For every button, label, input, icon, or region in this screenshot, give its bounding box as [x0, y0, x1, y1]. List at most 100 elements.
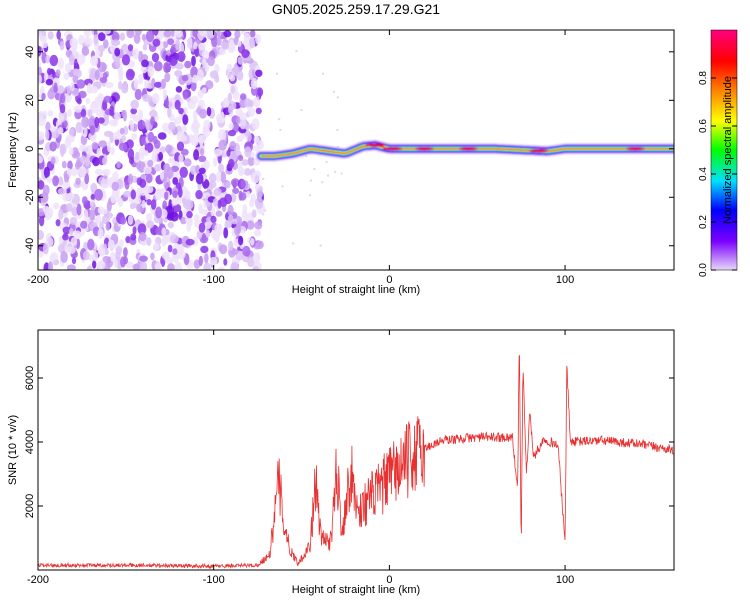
noise-speckle [44, 206, 54, 219]
noise-speckle [112, 131, 120, 140]
noise-speckle [55, 69, 61, 77]
noise-speckle [83, 125, 88, 138]
noise-speckle [216, 36, 222, 46]
noise-speckle [120, 256, 126, 268]
noise-speckle [130, 189, 136, 200]
noise-speckle [246, 190, 251, 198]
noise-speckle [41, 92, 46, 101]
noise-speckle [253, 136, 260, 144]
noise-speckle [247, 156, 255, 167]
noise-speckle [340, 172, 343, 175]
noise-speckle [195, 189, 203, 200]
noise-speckle [87, 109, 93, 118]
noise-speckle [167, 244, 173, 253]
noise-speckle [60, 250, 68, 263]
noise-speckle [116, 161, 121, 169]
noise-speckle [83, 30, 91, 38]
noise-speckle [209, 173, 217, 183]
noise-speckle [198, 255, 203, 267]
noise-speckle [319, 244, 322, 247]
noise-speckle [242, 245, 251, 257]
noise-speckle [223, 30, 232, 38]
noise-speckle [63, 173, 70, 183]
noise-speckle [151, 52, 160, 63]
noise-speckle [78, 144, 87, 152]
noise-speckle [313, 168, 316, 170]
noise-speckle [144, 185, 150, 195]
noise-speckle [90, 193, 96, 201]
noise-speckle [71, 257, 77, 265]
noise-speckle [226, 149, 231, 157]
ridge-peak [528, 149, 549, 153]
noise-speckle [224, 180, 231, 189]
noise-speckle [237, 56, 245, 65]
noise-speckle [46, 176, 52, 183]
noise-speckle [205, 80, 214, 90]
noise-speckle [138, 78, 143, 85]
noise-speckle [236, 70, 244, 81]
noise-speckle [254, 229, 262, 237]
noise-speckle [143, 165, 152, 175]
ridge-peak [382, 146, 403, 151]
noise-speckle [90, 100, 98, 109]
noise-speckle [172, 248, 178, 255]
noise-speckle [281, 185, 284, 188]
noise-speckle [81, 46, 90, 56]
noise-speckle [66, 264, 76, 270]
noise-speckle [150, 199, 157, 210]
noise-speckle [228, 240, 234, 251]
noise-speckle [242, 203, 248, 216]
noise-speckle [224, 219, 232, 229]
noise-speckle [49, 126, 57, 133]
noise-speckle [174, 99, 181, 110]
noise-speckle [95, 108, 105, 117]
noise-speckle [42, 243, 49, 255]
noise-speckle [244, 146, 252, 158]
noise-speckle [89, 125, 96, 136]
noise-speckle [90, 55, 99, 67]
noise-speckle [150, 252, 155, 261]
noise-speckle [45, 54, 51, 64]
noise-speckle [205, 229, 210, 238]
noise-speckle [50, 156, 56, 165]
noise-speckle [213, 157, 217, 167]
noise-speckle [151, 151, 158, 163]
noise-speckle [141, 33, 146, 41]
noise-speckle [75, 221, 82, 230]
noise-speckle [193, 41, 198, 50]
noise-speckle [38, 30, 42, 38]
noise-speckle [145, 119, 150, 131]
noise-speckle [69, 228, 74, 236]
noise-speckle [334, 170, 337, 173]
noise-speckle [255, 69, 263, 78]
snr-y-ticks: 2000 4000 6000 [24, 366, 674, 518]
noise-speckle [103, 95, 113, 103]
noise-speckle [103, 39, 109, 49]
noise-speckle [227, 204, 234, 217]
noise-speckle [186, 221, 192, 232]
noise-speckle [169, 56, 178, 67]
noise-speckle [58, 113, 65, 123]
noise-speckle [45, 129, 50, 141]
noise-speckle [118, 197, 124, 208]
noise-speckle [154, 81, 162, 88]
noise-speckle [206, 30, 213, 40]
noise-speckle [62, 226, 72, 235]
noise-speckle [212, 198, 218, 207]
noise-speckle [218, 163, 225, 174]
noise-speckle [214, 223, 223, 232]
noise-speckle [251, 118, 260, 130]
noise-speckle [176, 51, 186, 62]
noise-speckle [224, 193, 233, 205]
noise-speckle [223, 227, 229, 239]
noise-speckle [106, 212, 113, 219]
noise-speckle [230, 262, 239, 270]
noise-speckle [73, 105, 83, 113]
noise-speckle [129, 113, 137, 119]
noise-speckle [219, 244, 228, 255]
noise-speckle [57, 127, 64, 135]
noise-speckle [153, 242, 160, 251]
noise-speckle [84, 36, 90, 46]
noise-speckle [142, 93, 151, 102]
noise-speckle [199, 108, 207, 119]
